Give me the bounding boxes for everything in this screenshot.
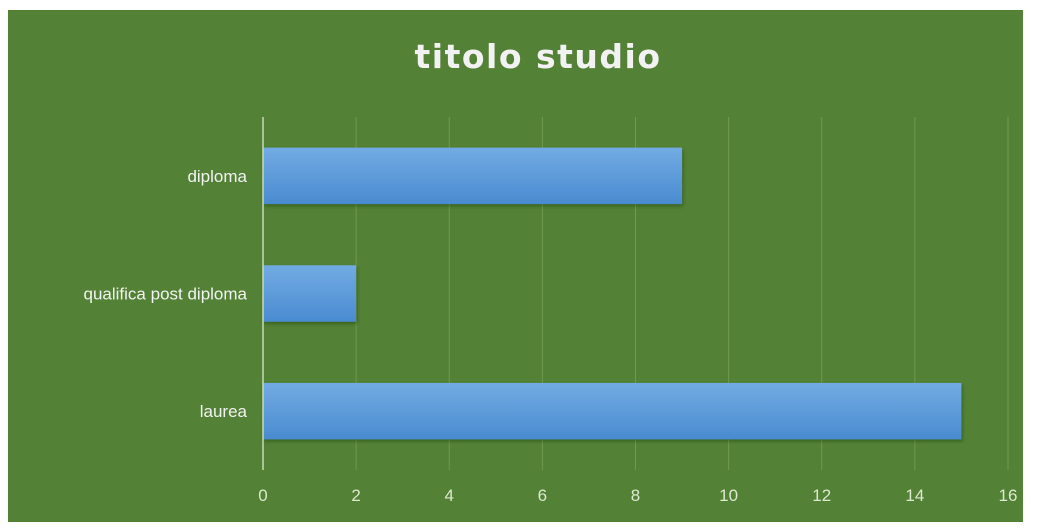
bar-chart: titolo studio diploma qualifica post dipl… (84, 37, 1018, 505)
x-tick-label: 0 (258, 486, 267, 505)
bar-laurea (263, 382, 962, 440)
category-label: diploma (187, 167, 247, 186)
chart-area: titolo studio diploma qualifica post dipl… (8, 10, 1023, 522)
x-tick-label: 16 (999, 486, 1018, 505)
category-label: laurea (200, 402, 248, 421)
bars (263, 147, 962, 440)
x-tick-label: 10 (719, 486, 738, 505)
chart-title: titolo studio (414, 37, 661, 76)
bar-diploma (263, 147, 683, 205)
category-label: qualifica post diploma (84, 285, 248, 304)
bar-qualifica-post-diploma (263, 265, 357, 322)
x-tick-label: 8 (631, 486, 640, 505)
x-tick-label: 2 (351, 486, 360, 505)
category-labels: diploma qualifica post diploma laurea (84, 167, 248, 421)
x-tick-label: 12 (812, 486, 831, 505)
x-tick-label: 6 (538, 486, 547, 505)
x-tick-label: 4 (445, 486, 454, 505)
x-tick-labels: 0 2 4 6 8 10 12 14 16 (258, 486, 1017, 505)
x-tick-label: 14 (905, 486, 924, 505)
